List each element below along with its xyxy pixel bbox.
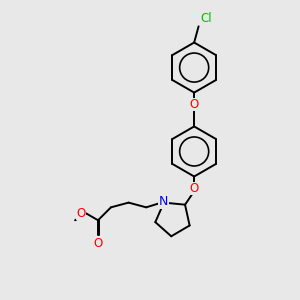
Text: N: N — [159, 195, 168, 208]
Text: O: O — [190, 98, 199, 111]
Text: O: O — [93, 237, 103, 250]
Text: O: O — [190, 182, 199, 195]
Text: O: O — [76, 206, 86, 220]
Text: Cl: Cl — [200, 12, 212, 25]
